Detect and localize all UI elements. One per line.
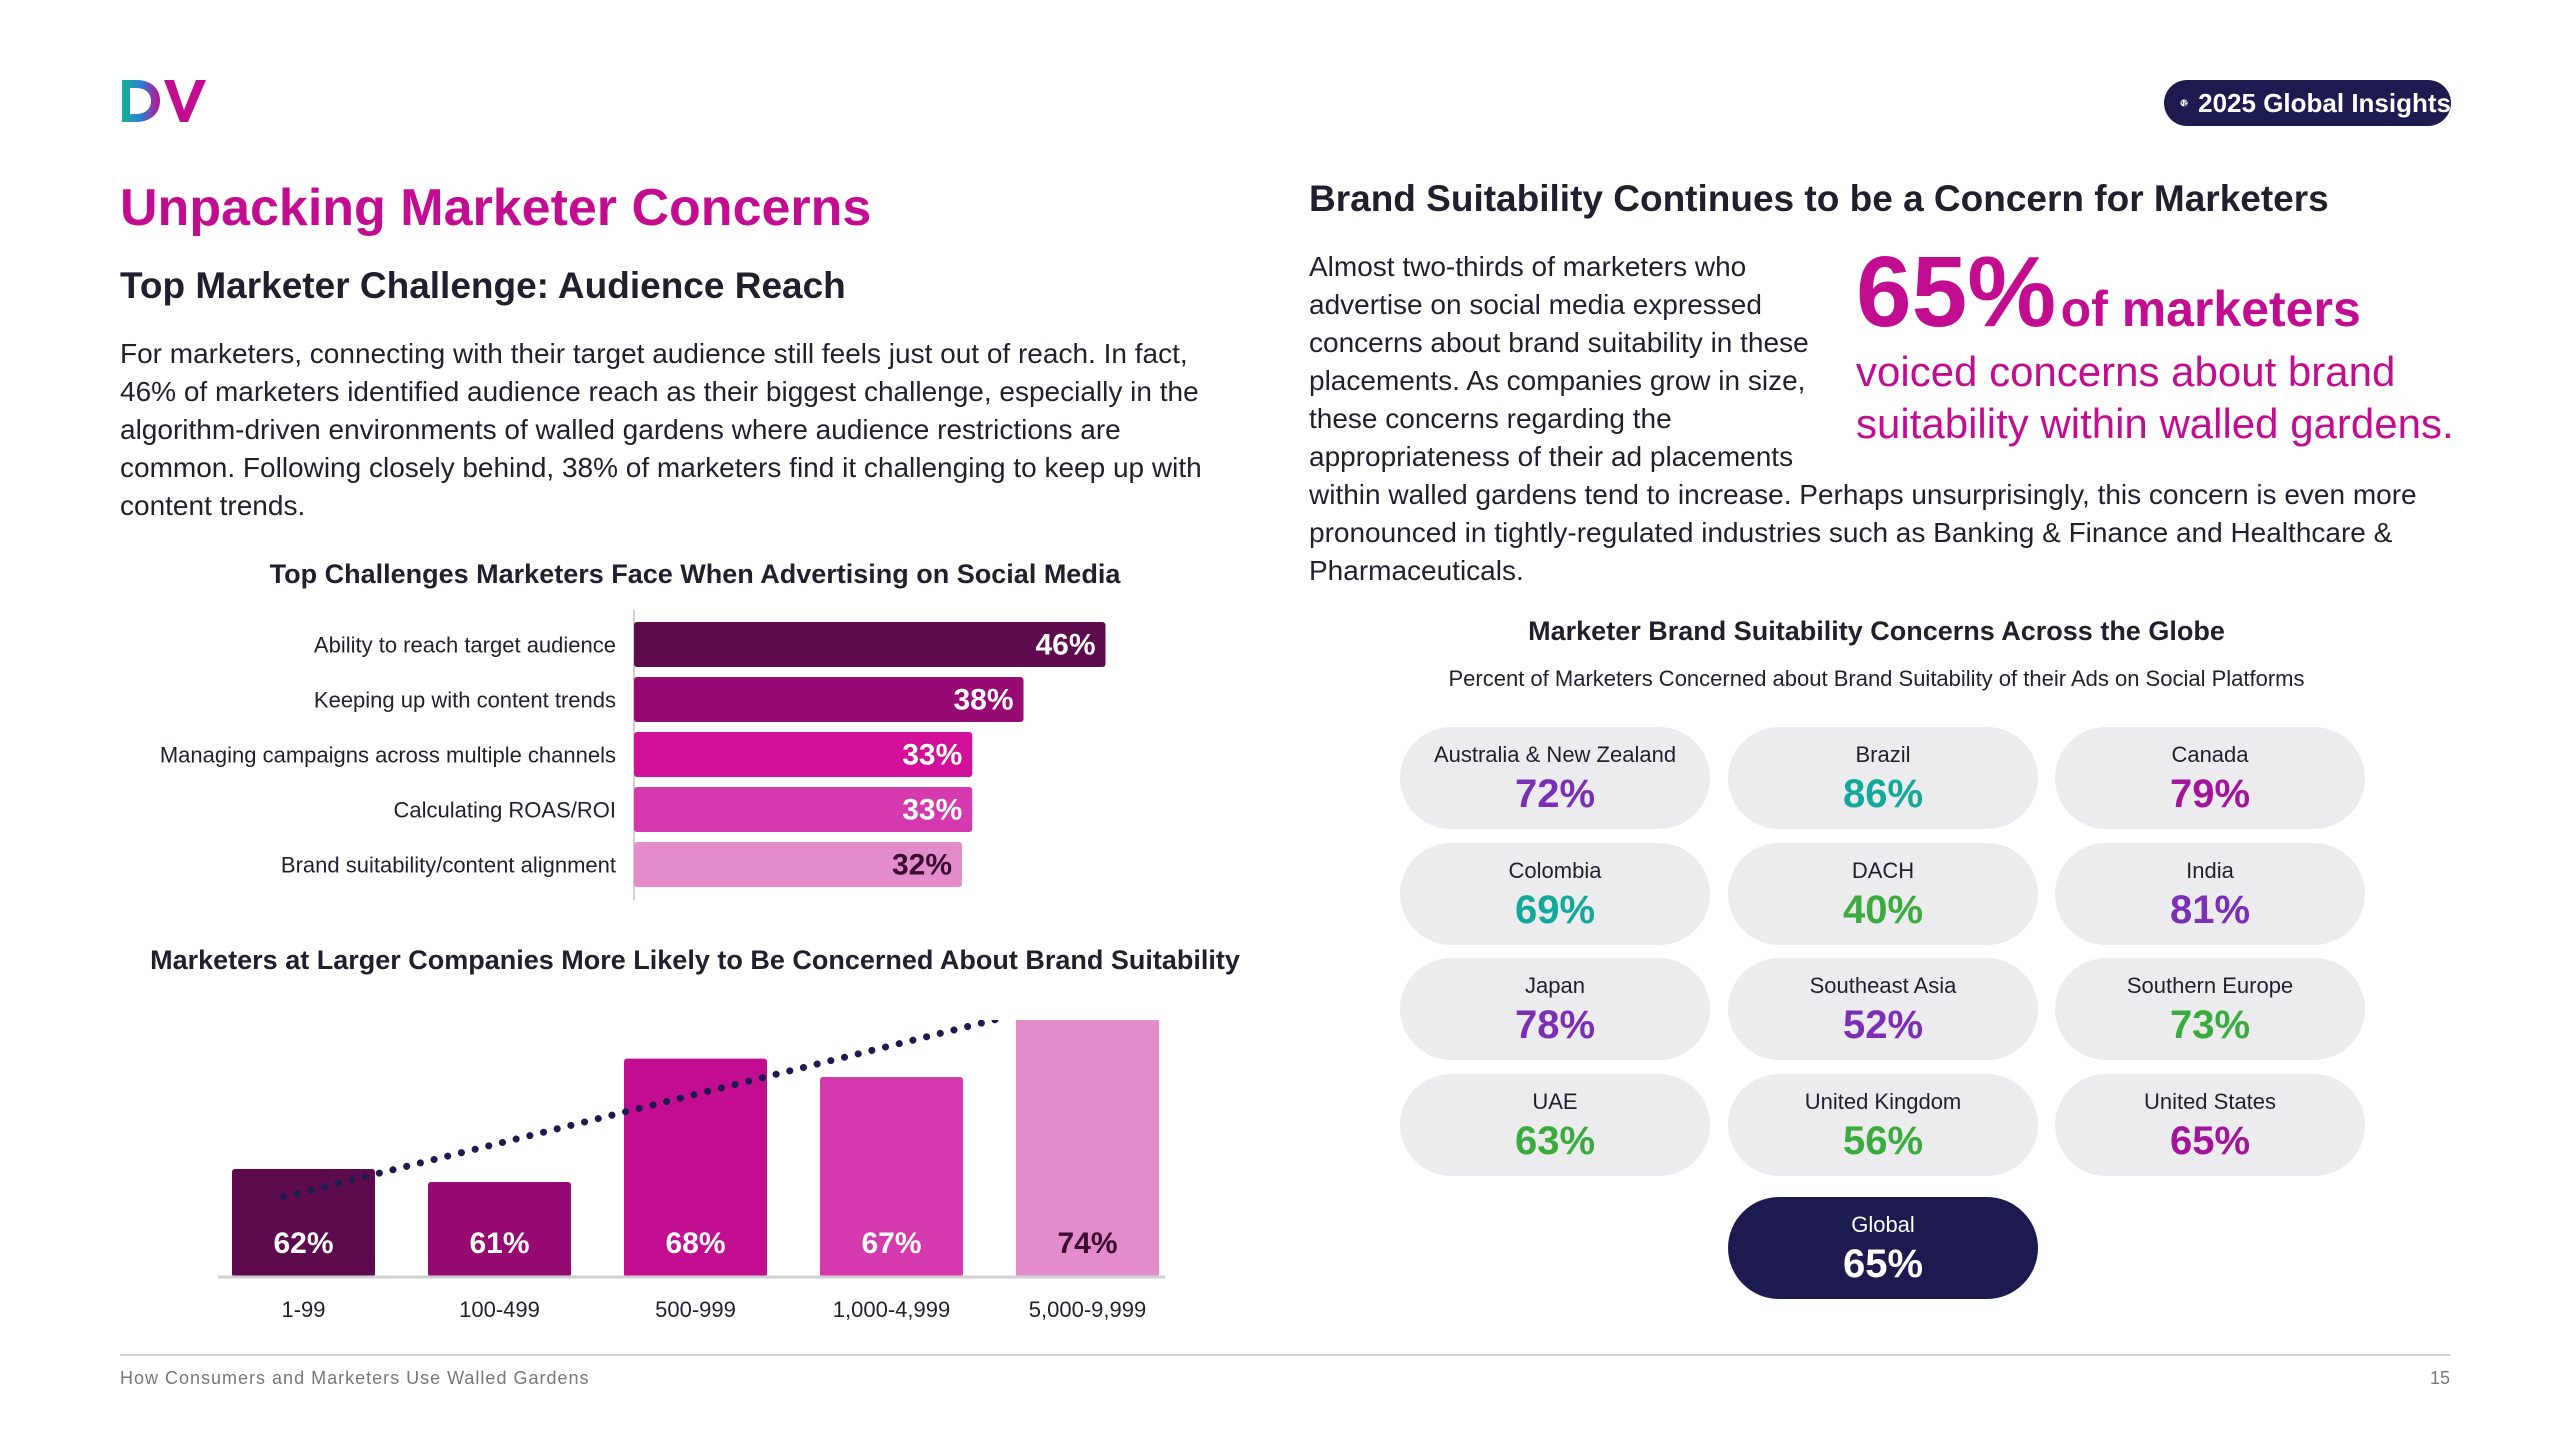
callout-percent: 65% [1856,236,2057,348]
challenge-category-label: Keeping up with content trends [314,688,616,713]
region-name: Southeast Asia [1809,973,1957,998]
region-name: Brazil [1855,742,1911,767]
region-value: 56% [1842,1119,1924,1163]
region-name: Canada [2171,742,2249,767]
region-pill: India 81% [2055,843,2365,945]
company-size-category-label: 500-999 [655,1297,736,1320]
company-size-bar-label: 67% [861,1227,921,1260]
global-insights-badge: 2025 Global Insights [2164,80,2451,126]
challenge-bar [634,677,1024,722]
region-name: Japan [1525,973,1585,998]
challenge-bar [634,622,1106,667]
region-name: Global [1851,1212,1915,1237]
globe-concerns-title: Marketer Brand Suitability Concerns Acro… [1528,616,2225,646]
company-size-category-label: 1-99 [281,1297,325,1320]
region-pill: Australia & New Zealand 72% [1400,727,1710,829]
region-name: United Kingdom [1804,1089,1962,1114]
company-size-bar [232,1169,375,1277]
company-size-bar-label: 62% [273,1227,333,1260]
suitability-paragraph: Almost two-thirds of marketers who adver… [1309,248,2444,590]
region-value: 72% [1514,772,1596,816]
company-size-category-label: 1,000-4,999 [833,1297,950,1320]
challenge-category-label: Ability to reach target audience [314,633,616,658]
company-size-bar [624,1058,767,1277]
region-value: 79% [2169,772,2251,816]
globe-icon [2180,99,2188,107]
challenge-bar [634,842,962,887]
region-pill: Colombia 69% [1400,843,1710,945]
dv-logo [118,76,208,126]
region-name: India [2186,858,2234,883]
company-size-bar-label: 74% [1057,1227,1117,1260]
stat-callout: 65% of marketers voiced concerns about b… [1856,242,2456,450]
region-pill: United States 65% [2055,1074,2365,1176]
region-value: 40% [1842,888,1924,932]
region-pill-global: Global 65% [1728,1197,2038,1299]
suitability-paragraph-text: Almost two-thirds of marketers who adver… [1309,251,2417,586]
company-size-bar-label: 68% [665,1227,725,1260]
region-value: 73% [2169,1003,2251,1047]
region-pill: Southeast Asia 52% [1728,958,2038,1060]
challenge-category-label: Managing campaigns across multiple chann… [160,743,616,768]
footer-text: How Consumers and Marketers Use Walled G… [120,1368,590,1388]
callout-tail: of marketers [2060,281,2361,337]
region-pill: United Kingdom 56% [1728,1074,2038,1176]
region-name: United States [2143,1089,2277,1114]
challenge-bar-label: 33% [902,739,962,772]
trend-line [280,1020,1009,1201]
company-size-bar-label: 61% [469,1227,529,1260]
section-subtitle: Top Marketer Challenge: Audience Reach [120,265,846,306]
page-number: 15 [2429,1368,2450,1388]
callout-text: voiced concerns about brand suitability … [1856,348,2454,447]
region-pill: Japan 78% [1400,958,1710,1060]
footer-divider [120,1354,2450,1356]
region-value: 81% [2169,888,2251,932]
challenge-bar-label: 38% [953,684,1013,717]
region-name: UAE [1532,1089,1578,1114]
region-value: 65% [1842,1242,1924,1286]
challenge-bar-label: 46% [1035,629,1095,662]
globe-concerns-subtitle: Percent of Marketers Concerned about Bra… [1448,666,2305,691]
region-pill: Southern Europe 73% [2055,958,2365,1060]
company-size-category-label: 5,000-9,999 [1029,1297,1146,1320]
company-size-bar [820,1077,963,1277]
company-size-bar [1016,1020,1159,1277]
intro-paragraph: For marketers, connecting with their tar… [120,338,1202,521]
company-size-category-label: 100-499 [459,1297,540,1320]
challenges-bar-chart: Ability to reach target audience 46% Keepi… [160,610,1106,900]
challenge-category-label: Brand suitability/content alignment [281,853,616,878]
region-value: 69% [1514,888,1596,932]
region-name: Southern Europe [2126,973,2294,998]
badge-label: 2025 Global Insights [2198,87,2451,118]
company-size-bar [428,1182,571,1277]
page-title: Unpacking Marketer Concerns [120,179,872,237]
region-value: 86% [1842,772,1924,816]
region-value: 63% [1514,1119,1596,1163]
region-name: Colombia [1508,858,1602,883]
challenge-bar [634,732,973,777]
challenge-category-label: Calculating ROAS/ROI [393,798,616,823]
challenge-bar-label: 32% [892,849,952,882]
region-value: 65% [2169,1119,2251,1163]
company-size-chart-title: Marketers at Larger Companies More Likel… [150,945,1240,975]
region-pill: Canada 79% [2055,727,2365,829]
region-pill: Brazil 86% [1728,727,2038,829]
challenge-bar-label: 33% [902,794,962,827]
suitability-title: Brand Suitability Continues to be a Conc… [1309,178,2329,219]
challenge-bar [634,787,973,832]
region-name: Australia & New Zealand [1433,742,1677,767]
challenges-chart-title: Top Challenges Marketers Face When Adver… [269,559,1121,589]
region-name: DACH [1851,858,1915,883]
company-size-bar-chart: 62% 1-99 61% 100-499 68% 500-999 67% 1,000-4,99… [218,1020,1165,1320]
region-value: 78% [1514,1003,1596,1047]
region-pill: DACH 40% [1728,843,2038,945]
region-pill: UAE 63% [1400,1074,1710,1176]
region-value: 52% [1842,1003,1924,1047]
